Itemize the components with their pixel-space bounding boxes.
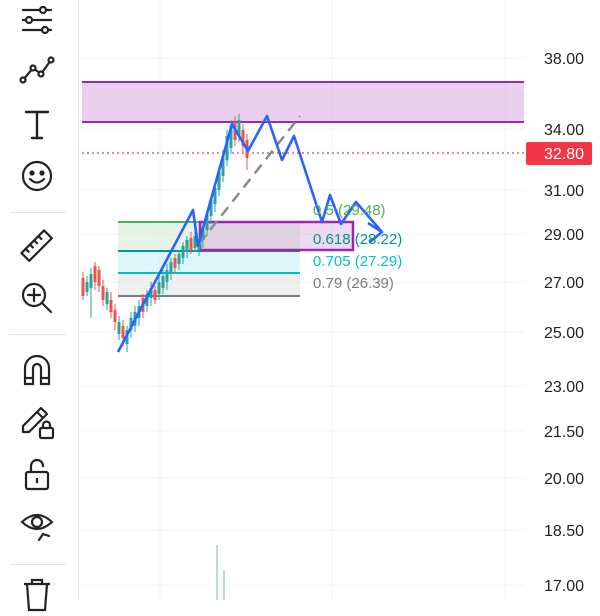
candle-body xyxy=(89,274,93,288)
settings-sliders-icon[interactable] xyxy=(13,0,61,44)
toolbar-separator xyxy=(10,334,66,335)
candle-body xyxy=(109,300,113,312)
candle-body xyxy=(201,230,205,240)
price-tick: 17.00 xyxy=(544,578,584,595)
candle-body xyxy=(81,278,85,296)
price-tick: 18.50 xyxy=(544,523,584,540)
eye-icon[interactable] xyxy=(13,502,61,546)
candle-body xyxy=(93,266,97,282)
trash-icon[interactable] xyxy=(13,572,61,616)
price-tick: 21.50 xyxy=(544,424,584,441)
candle-body xyxy=(177,254,181,264)
toolbar-separator xyxy=(10,212,66,213)
price-tick: 31.00 xyxy=(544,183,584,200)
candle-body xyxy=(85,282,89,292)
fib-zone-0.5-0.618 xyxy=(118,222,300,251)
candle-body xyxy=(113,310,117,322)
candle-body xyxy=(121,326,125,338)
candle-body xyxy=(189,238,193,250)
dashed-trend-line[interactable] xyxy=(198,115,301,245)
zoom-in-icon[interactable] xyxy=(13,276,61,320)
pencil-lock-icon[interactable] xyxy=(13,400,61,444)
candle-body xyxy=(153,290,157,300)
candle-body xyxy=(165,270,169,282)
candle-body xyxy=(97,270,101,286)
unlock-icon[interactable] xyxy=(13,452,61,496)
candle-body xyxy=(181,246,185,258)
fib-zone-0.618-0.705 xyxy=(118,251,300,273)
candle-body xyxy=(161,276,165,288)
magnet-icon[interactable] xyxy=(13,348,61,392)
candle-body xyxy=(221,156,225,176)
candle-body xyxy=(129,318,133,330)
projected-path-arrowhead xyxy=(367,221,384,243)
price-tick: 29.00 xyxy=(544,227,584,244)
fib-label-0.5: 0.5 (29.48) xyxy=(313,202,386,219)
toolbar-separator xyxy=(10,564,66,565)
candle-body xyxy=(173,258,177,268)
fib-zone-0.705-0.79 xyxy=(118,273,300,296)
drawing-toolbar xyxy=(0,0,79,612)
candle-body xyxy=(193,236,197,248)
current-price-tag xyxy=(526,142,592,165)
candlestick-series xyxy=(81,114,249,352)
fib-label-0.618: 0.618 (28.22) xyxy=(313,231,402,248)
candle-body xyxy=(149,288,153,298)
text-tool-icon[interactable] xyxy=(13,102,61,146)
volume-bars xyxy=(216,545,225,600)
price-tick: 38.00 xyxy=(544,51,584,68)
price-tick: 20.00 xyxy=(544,471,584,488)
price-tick: 34.00 xyxy=(544,122,584,139)
candle-body xyxy=(225,136,229,160)
candle-body xyxy=(205,214,209,230)
candle-body xyxy=(241,130,245,146)
price-tick: 25.00 xyxy=(544,325,584,342)
candle-body xyxy=(145,294,149,306)
resistance-zone[interactable] xyxy=(82,82,524,122)
candle-body xyxy=(105,292,109,304)
candle-body xyxy=(209,200,213,216)
projected-price-path[interactable] xyxy=(116,114,383,353)
candle-body xyxy=(217,172,221,190)
trend-line-icon[interactable] xyxy=(13,48,61,92)
fib-label-0.705: 0.705 (27.29) xyxy=(313,253,402,270)
candle-body xyxy=(213,188,217,204)
candle-body xyxy=(101,286,105,300)
current-price-label: 32.80 xyxy=(544,146,584,163)
fib-label-0.79: 0.79 (26.39) xyxy=(313,275,394,292)
candle-body xyxy=(185,240,189,252)
price-tick: 23.00 xyxy=(544,379,584,396)
price-tick: 27.00 xyxy=(544,275,584,292)
candle-body xyxy=(229,126,233,148)
ruler-icon[interactable] xyxy=(13,224,61,268)
candle-body xyxy=(237,120,241,136)
price-axis[interactable]: 38.00 34.00 32.80 31.00 29.00 27.00 25.0… xyxy=(526,51,592,595)
candle-body xyxy=(169,262,173,274)
candle-body xyxy=(117,322,121,334)
candle-body xyxy=(157,282,161,294)
emoji-icon[interactable] xyxy=(13,154,61,198)
price-chart[interactable]: 0.5 (29.48) 0.618 (28.22) 0.705 (27.29) … xyxy=(79,0,600,600)
